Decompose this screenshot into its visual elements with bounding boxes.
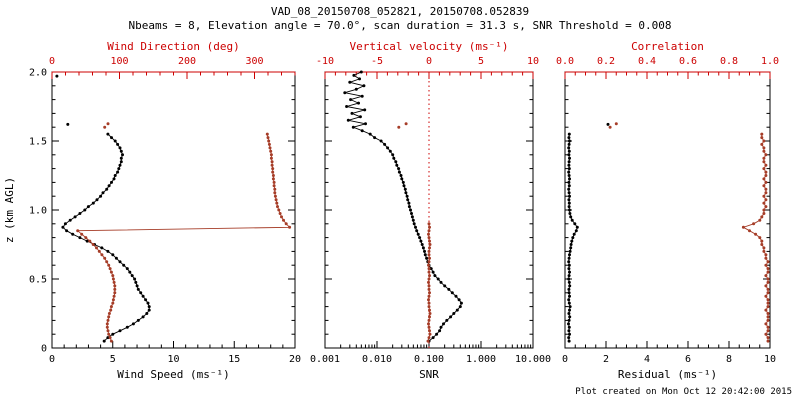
plot-created-timestamp: Plot created on Mon Oct 12 20:42:00 2015 (575, 387, 792, 397)
wind-panel-ytick: 0 (41, 344, 47, 355)
residual-panel-xtick-top: 0.6 (679, 56, 697, 67)
wind-panel-xtick-top: 0 (49, 56, 55, 67)
residual-panel-xtick-top: 0.2 (597, 56, 615, 67)
snr-panel-xlabel-bottom: SNR (419, 368, 439, 381)
residual-panel-series-residual (567, 132, 579, 343)
wind-panel-series-wind-direction-outliers (103, 122, 110, 129)
wind-panel-ytick: 2.0 (29, 68, 47, 79)
residual-panel-xtick-bottom: 10 (764, 354, 776, 365)
wind-panel-series-wind-speed-outliers (55, 74, 70, 126)
residual-panel-frame (564, 71, 771, 349)
snr-panel-series-vertical-velocity (426, 222, 432, 343)
snr-panel-series-snr (343, 70, 463, 343)
residual-panel-xtick-top: 0.8 (720, 56, 738, 67)
wind-panel-xtick-top: 200 (178, 56, 196, 67)
snr-panel-xtick-bottom: 1.000 (466, 354, 496, 365)
residual-panel-series-residual-outliers (606, 122, 610, 126)
residual-panel-xlabel-bottom: Residual (ms⁻¹) (618, 368, 717, 381)
snr-panel-xtick-top: -10 (316, 56, 334, 67)
residual-panel-series-correlation (741, 132, 770, 343)
wind-panel-xlabel-top: Wind Direction (deg) (107, 40, 239, 53)
snr-panel: 0.001 0.010 0.100 1.000 10.000 SNR -10 -5 0 5 10 Ve… (310, 40, 551, 381)
wind-panel-series-wind-speed (61, 132, 151, 343)
snr-panel-xtick-top: 10 (527, 56, 539, 67)
residual-panel-xtick-bottom: 8 (726, 354, 732, 365)
wind-panel-ylabel: z (km AGL) (3, 177, 16, 243)
residual-panel-xtick-top: 1.0 (761, 56, 779, 67)
residual-panel-xtick-bottom: 2 (603, 354, 609, 365)
wind-panel-xtick-top: 100 (110, 56, 128, 67)
residual-panel-series-correlation-outliers (608, 122, 618, 129)
plot-title: VAD_08_20150708_052821, 20150708.052839 (270, 5, 530, 18)
wind-panel-series-wind-direction (76, 132, 292, 343)
snr-panel-xtick-top: 0 (426, 56, 432, 67)
snr-panel-xtick-bottom: 0.001 (310, 354, 340, 365)
residual-panel-xlabel-top: Correlation (631, 40, 704, 53)
residual-panel-xtick-top: 0.4 (638, 56, 656, 67)
residual-panel: 0 2 4 6 8 10 Residual (ms⁻¹) 0.0 0.2 0.4 0.6 0.8 1.0… (556, 40, 779, 381)
wind-panel: 0 0.5 1.0 1.5 2.0 z (km AGL) 0 5 10 15 20 Wind Spee… (3, 40, 301, 381)
snr-panel-xtick-bottom: 10.000 (515, 354, 551, 365)
wind-panel-ytick: 1.0 (29, 206, 47, 217)
snr-panel-series-vertical-velocity-outliers (397, 122, 408, 129)
wind-panel-ytick: 0.5 (29, 275, 47, 286)
wind-panel-frame (51, 71, 296, 349)
wind-panel-xtick-bottom: 15 (228, 354, 240, 365)
snr-panel-xtick-bottom: 0.010 (362, 354, 392, 365)
wind-panel-xtick-top: 300 (245, 56, 263, 67)
snr-panel-xtick-top: -5 (371, 56, 383, 67)
plot-subtitle: Nbeams = 8, Elevation angle = 70.0°, sca… (128, 19, 672, 32)
residual-panel-xtick-bottom: 6 (685, 354, 691, 365)
residual-panel-xtick-bottom: 0 (562, 354, 568, 365)
wind-panel-xtick-bottom: 20 (289, 354, 301, 365)
wind-panel-xtick-bottom: 10 (167, 354, 179, 365)
wind-panel-xlabel-bottom: Wind Speed (ms⁻¹) (117, 368, 230, 381)
wind-panel-xtick-bottom: 5 (110, 354, 116, 365)
wind-panel-xtick-bottom: 0 (49, 354, 55, 365)
residual-panel-xtick-bottom: 4 (644, 354, 650, 365)
snr-panel-xtick-bottom: 0.100 (414, 354, 444, 365)
snr-panel-xtick-top: 5 (478, 56, 484, 67)
snr-panel-xlabel-top: Vertical velocity (ms⁻¹) (350, 40, 509, 53)
residual-panel-xtick-top: 0.0 (556, 56, 574, 67)
wind-panel-ytick: 1.5 (29, 137, 47, 148)
